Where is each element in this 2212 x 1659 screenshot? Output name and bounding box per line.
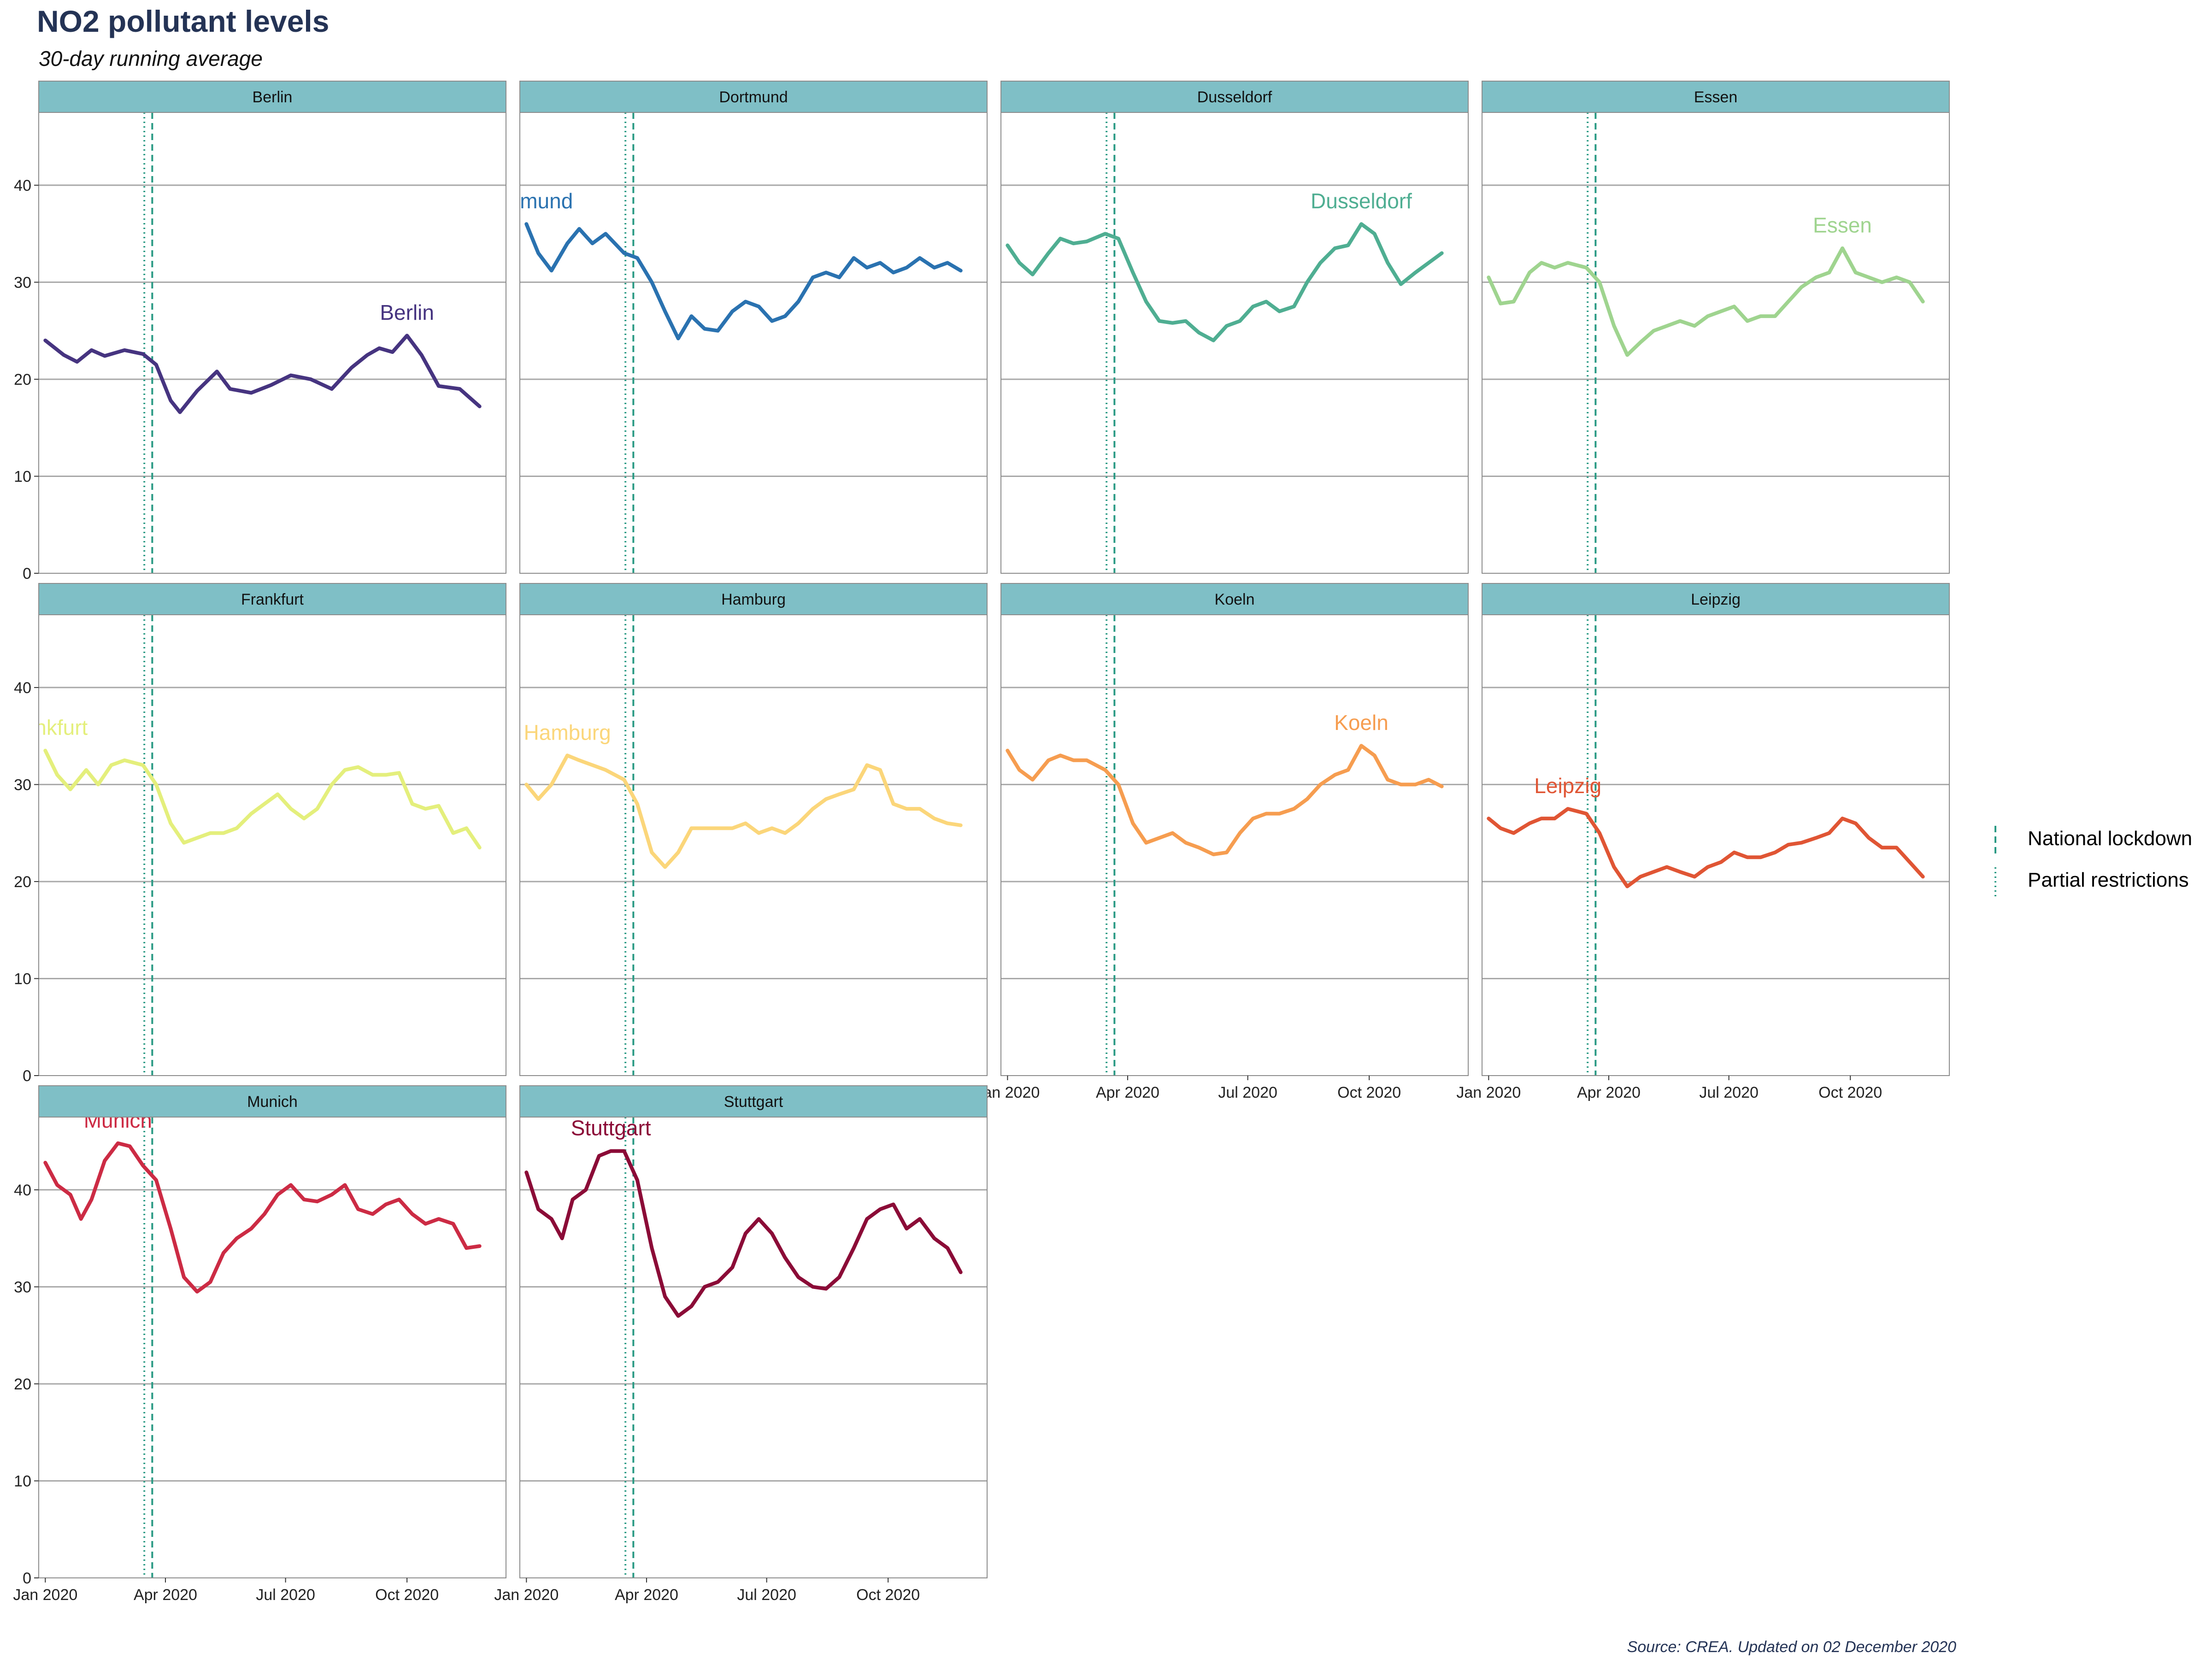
series-line <box>43 1141 482 1294</box>
x-tick-label: Oct 2020 <box>1818 1084 1882 1101</box>
y-tick-label: 0 <box>23 565 31 582</box>
y-tick-label: 40 <box>14 177 31 194</box>
series-label: Hamburg <box>524 720 611 744</box>
legend-label: Partial restrictions <box>2028 869 2189 891</box>
y-tick-label: 10 <box>14 468 31 485</box>
facet-strip <box>1482 583 1950 615</box>
facet-strip-label: Leipzig <box>1691 591 1741 608</box>
y-tick-label: 40 <box>14 679 31 697</box>
series-label: Stuttgart <box>571 1116 651 1140</box>
x-tick-label: Apr 2020 <box>1577 1084 1641 1101</box>
facet-strip <box>519 583 988 615</box>
facet-strip-label: Dusseldorf <box>1197 88 1272 106</box>
panel-frame <box>38 112 506 574</box>
facet-strip-label: Hamburg <box>721 591 786 608</box>
facet-panel: Essen Essen <box>1482 81 1950 574</box>
y-tick-label: 20 <box>14 371 31 388</box>
facet-panel: Munich Munich 0 10 20 30 40 Jan 2020 Apr 2020 Jul… <box>13 1085 506 1604</box>
series-label: Dusseldorf <box>1311 189 1412 213</box>
facet-strip-label: Dortmund <box>719 88 788 106</box>
facet-panel: Dusseldorf Dusseldorf <box>1000 81 1469 574</box>
panel-frame <box>519 1117 988 1578</box>
series-line <box>524 222 963 341</box>
x-tick-label: Oct 2020 <box>375 1586 439 1604</box>
facet-strip-label: Essen <box>1694 88 1738 106</box>
facet-panel: Leipzig Leipzig Jan 2020 Apr 2020 Jul 2020 Oc… <box>1456 583 1950 1101</box>
series-line <box>524 753 963 869</box>
panel-frame <box>1482 112 1950 574</box>
series-label: Frankfurt <box>3 716 88 740</box>
facet-strip <box>519 1085 988 1118</box>
facet-strip-label: Berlin <box>253 88 293 106</box>
panel-frame <box>519 614 988 1076</box>
series-line <box>43 334 482 414</box>
y-tick-label: 30 <box>14 1278 31 1296</box>
x-tick-label: Jan 2020 <box>1456 1084 1521 1101</box>
panel-frame <box>1000 614 1469 1076</box>
x-tick-label: Jul 2020 <box>1218 1084 1277 1101</box>
facet-strip <box>1000 583 1469 615</box>
x-tick-label: Apr 2020 <box>615 1586 678 1604</box>
facet-strip <box>38 583 506 615</box>
y-tick-label: 0 <box>23 1067 31 1085</box>
facet-panel: Dortmund Dortmund <box>480 81 988 574</box>
series-line <box>1006 744 1444 856</box>
series-line <box>524 1149 963 1318</box>
x-tick-label: Apr 2020 <box>134 1586 197 1604</box>
y-tick-label: 40 <box>14 1182 31 1199</box>
panel-frame <box>519 112 988 574</box>
x-tick-label: Jan 2020 <box>13 1586 77 1604</box>
series-line <box>43 748 482 850</box>
chart-title: NO2 pollutant levels <box>37 4 329 38</box>
facet-strip-label: Frankfurt <box>241 591 304 608</box>
chart-caption: Source: CREA. Updated on 02 December 202… <box>1627 1638 1956 1656</box>
y-tick-label: 10 <box>14 1472 31 1490</box>
dotted-line-key-icon <box>1994 867 1996 898</box>
x-tick-label: Oct 2020 <box>1337 1084 1401 1101</box>
y-tick-label: 20 <box>14 1376 31 1393</box>
facet-panel: Berlin Berlin 0 10 20 30 40 <box>14 81 506 582</box>
series-label: Dortmund <box>480 189 573 213</box>
legend-label: National lockdown <box>2028 827 2193 850</box>
facet-strip <box>1482 81 1950 113</box>
dashed-line-key-icon <box>1994 826 1996 856</box>
chart-subtitle: 30-day running average <box>39 47 263 71</box>
x-tick-label: Jan 2020 <box>494 1586 559 1604</box>
series-label: Munich <box>84 1108 152 1132</box>
x-tick-label: Jul 2020 <box>737 1586 796 1604</box>
y-tick-label: 0 <box>23 1570 31 1587</box>
x-tick-label: Apr 2020 <box>1096 1084 1159 1101</box>
facet-strip-label: Munich <box>247 1093 298 1111</box>
x-tick-label: Jul 2020 <box>1699 1084 1759 1101</box>
series-label: Koeln <box>1334 711 1388 735</box>
x-tick-label: Oct 2020 <box>856 1586 920 1604</box>
panel-frame <box>1000 112 1469 574</box>
facet-strip-label: Stuttgart <box>724 1093 783 1111</box>
x-tick-label: Jul 2020 <box>256 1586 315 1604</box>
y-tick-label: 30 <box>14 776 31 794</box>
series-line <box>1006 222 1444 342</box>
y-tick-label: 30 <box>14 274 31 291</box>
facet-panel: Frankfurt Frankfurt 0 10 20 30 40 <box>3 583 506 1085</box>
facet-strip-label: Koeln <box>1215 591 1255 608</box>
series-label: Berlin <box>380 300 434 324</box>
series-line <box>1487 246 1925 357</box>
panel-frame <box>38 1117 506 1578</box>
panel-frame <box>1482 614 1950 1076</box>
y-tick-label: 20 <box>14 873 31 891</box>
panel-frame <box>38 614 506 1076</box>
facet-panel: Hamburg Hamburg <box>519 583 988 1076</box>
facet-panel: Stuttgart Stuttgart Jan 2020 Apr 2020 Jul 20… <box>494 1085 988 1604</box>
series-line <box>1487 807 1925 888</box>
y-tick-label: 10 <box>14 970 31 988</box>
series-label: Essen <box>1813 213 1872 237</box>
facet-strip <box>38 1085 506 1118</box>
series-label: Leipzig <box>1534 774 1601 798</box>
facet-strip <box>1000 81 1469 113</box>
